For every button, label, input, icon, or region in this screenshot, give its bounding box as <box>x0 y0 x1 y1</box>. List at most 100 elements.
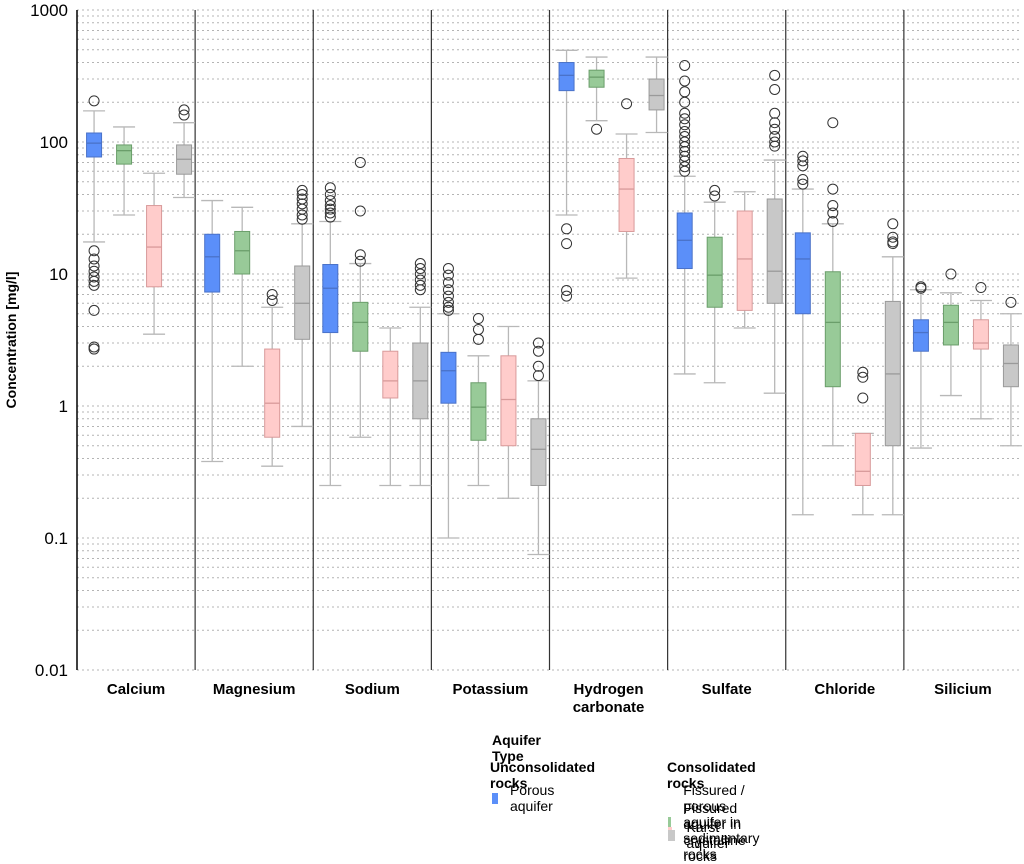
legend-item-sedimentary[interactable]: Fissured / porous aquifer in sedimentary… <box>668 782 767 862</box>
outlier-point <box>797 173 809 185</box>
box-2-4 <box>615 98 638 279</box>
outlier-point <box>266 294 278 306</box>
box-2-5 <box>733 191 756 329</box>
box-iqr <box>972 319 989 350</box>
box-2-3 <box>497 325 520 499</box>
outlier-point <box>532 370 544 382</box>
outlier-point <box>679 96 691 108</box>
category-panels <box>76 10 905 670</box>
outlier-point <box>679 119 691 131</box>
outlier-point <box>88 253 100 265</box>
outlier-point <box>769 117 781 129</box>
outlier-point <box>88 271 100 283</box>
box-1-2 <box>349 156 372 438</box>
box-iqr <box>912 319 929 352</box>
outlier-point <box>266 288 278 300</box>
box-iqr <box>382 350 399 399</box>
outlier-point <box>414 279 426 291</box>
outlier-point <box>472 333 484 345</box>
box-1-3 <box>467 313 490 487</box>
box-iqr <box>264 348 281 438</box>
outlier-point <box>679 107 691 119</box>
outlier-point <box>442 304 454 316</box>
x-category-label: Sulfate <box>702 681 752 698</box>
box-iqr <box>116 144 133 165</box>
outlier-point <box>324 189 336 201</box>
outlier-point <box>296 184 308 196</box>
outlier-point <box>532 360 544 372</box>
box-3-2 <box>409 258 432 487</box>
legend-group-unconsolidated: Unconsolidated rocks <box>490 759 596 791</box>
box-iqr <box>942 304 959 346</box>
box-3-3 <box>527 337 550 556</box>
x-category-label: Calcium <box>107 681 165 698</box>
outlier-point <box>561 284 573 296</box>
box-iqr <box>204 233 221 293</box>
outlier-point <box>769 69 781 81</box>
box-iqr <box>736 210 753 311</box>
box-1-4 <box>585 56 608 135</box>
box-iqr <box>322 264 339 334</box>
outlier-point <box>887 238 899 250</box>
outlier-point <box>621 98 633 110</box>
box-iqr <box>500 355 517 447</box>
outlier-point <box>442 269 454 281</box>
outlier-point <box>442 290 454 302</box>
outlier-point <box>827 207 839 219</box>
outlier-point <box>442 296 454 308</box>
y-axis-ticks: 1000 100 10 1 0.1 0.01 <box>30 1 68 680</box>
box-iqr <box>1002 344 1019 388</box>
outlier-point <box>827 215 839 227</box>
box-3-5 <box>763 69 786 394</box>
box-1-0 <box>113 126 136 216</box>
box-2-6 <box>851 366 874 516</box>
outlier-point <box>679 113 691 125</box>
outlier-point <box>887 231 899 243</box>
box-iqr <box>86 132 103 158</box>
box-0-2 <box>319 182 342 487</box>
outlier-point <box>532 345 544 357</box>
outlier-point <box>679 141 691 153</box>
outlier-point <box>88 260 100 272</box>
outlier-point <box>88 95 100 107</box>
legend-label: Porous aquifer <box>509 782 555 814</box>
box-3-1 <box>291 184 314 428</box>
box-3-4 <box>645 56 668 134</box>
boxes <box>83 49 1022 556</box>
outlier-point <box>354 205 366 217</box>
outlier-point <box>472 313 484 325</box>
outlier-point <box>769 83 781 95</box>
outlier-point <box>827 200 839 212</box>
outlier-point <box>442 277 454 289</box>
legend-group-consolidated: Consolidated rocks <box>667 759 756 791</box>
x-category-label: Magnesium <box>213 681 296 698</box>
y-tick-label: 1 <box>59 397 68 416</box>
outlier-point <box>414 268 426 280</box>
outlier-point <box>88 343 100 355</box>
box-iqr <box>530 418 547 486</box>
box-0-7 <box>909 281 932 449</box>
outlier-point <box>296 198 308 210</box>
box-2-7 <box>969 282 992 420</box>
box-2-2 <box>379 327 402 487</box>
outlier-point <box>354 156 366 168</box>
outlier-point <box>769 123 781 135</box>
box-iqr <box>766 198 783 304</box>
outlier-point <box>679 161 691 173</box>
box-iqr <box>558 62 575 92</box>
legend-label: Karst aquifer <box>686 819 730 851</box>
box-iqr <box>470 382 487 441</box>
outlier-point <box>88 304 100 316</box>
box-1-6 <box>821 117 844 447</box>
box-iqr <box>824 271 841 388</box>
box-1-1 <box>231 206 254 367</box>
legend-item-porous[interactable]: Porous aquifer <box>492 782 559 814</box>
legend-swatch <box>668 829 675 841</box>
box-iqr <box>648 78 665 111</box>
outlier-point <box>296 213 308 225</box>
legend-item-karst[interactable]: Karst aquifer <box>668 819 734 851</box>
outlier-point <box>561 223 573 235</box>
outlier-point <box>561 290 573 302</box>
x-category-label: Potassium <box>453 681 529 698</box>
y-tick-label: 0.1 <box>44 529 68 548</box>
